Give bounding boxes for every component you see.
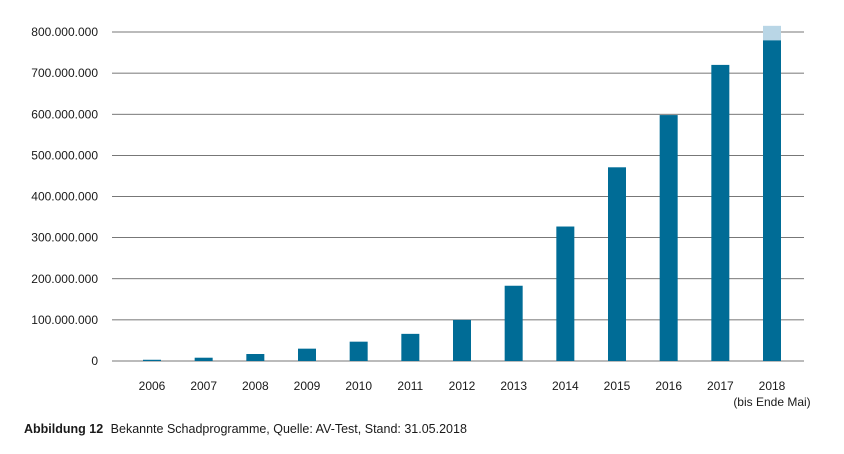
y-tick-label: 200.000.000 [31, 272, 98, 286]
bar-chart: 0 100.000.000 200.000.000 300.000.000 400.00… [31, 25, 811, 409]
y-tick-label: 400.000.000 [31, 190, 98, 204]
y-tick-label: 0 [91, 354, 98, 368]
bar-2017 [711, 64, 730, 362]
caption-label: Abbildung 12 [24, 422, 104, 436]
y-axis-ticks: 0 100.000.000 200.000.000 300.000.000 400.00… [31, 25, 98, 368]
y-tick-label: 100.000.000 [31, 313, 98, 327]
x-tick-label: 2009 [294, 379, 321, 393]
caption-text: Bekannte Schadprogramme, Quelle: AV-Test… [110, 422, 467, 436]
bar-2011 [401, 333, 420, 361]
x-tick-label: 2014 [552, 379, 579, 393]
bar-2014 [556, 226, 575, 361]
x-tick-label: 2017 [707, 379, 734, 393]
x-tick-label: 2016 [655, 379, 682, 393]
x-tick-label: 2018 [759, 379, 786, 393]
bar-2016 [659, 115, 678, 361]
x-tick-label: 2008 [242, 379, 269, 393]
y-tick-label: 600.000.000 [31, 107, 98, 121]
bar-2006 [143, 359, 161, 361]
y-tick-label: 500.000.000 [31, 148, 98, 162]
bar-extra-2018 [763, 25, 781, 41]
bar-2015 [608, 167, 626, 361]
bar-2018 [763, 40, 781, 361]
y-tick-label: 800.000.000 [31, 25, 98, 39]
x-tick-label: 2006 [139, 379, 166, 393]
x-tick-label: 2011 [397, 379, 423, 393]
x-tick-label: 2010 [345, 379, 372, 393]
bar-2012 [453, 319, 471, 361]
bar-2008 [246, 354, 265, 361]
bars [143, 25, 781, 362]
bar-2007 [194, 357, 213, 361]
bar-2013 [504, 285, 523, 361]
y-tick-label: 700.000.000 [31, 66, 98, 80]
bar-2010 [349, 341, 368, 361]
grid-lines [112, 31, 804, 362]
x-tick-label: 2012 [449, 379, 476, 393]
x-tick-label: 2015 [604, 379, 631, 393]
figure-caption: Abbildung 12 Bekannte Schadprogramme, Qu… [24, 422, 467, 436]
x-axis-ticks: 2006 2007 2008 2009 2010 2011 2012 2013 2014 2015… [139, 379, 811, 409]
x-tick-label: 2007 [190, 379, 217, 393]
bar-2009 [298, 348, 316, 361]
x-tick-note: (bis Ende Mai) [733, 395, 810, 409]
y-tick-label: 300.000.000 [31, 231, 98, 245]
x-tick-label: 2013 [500, 379, 527, 393]
